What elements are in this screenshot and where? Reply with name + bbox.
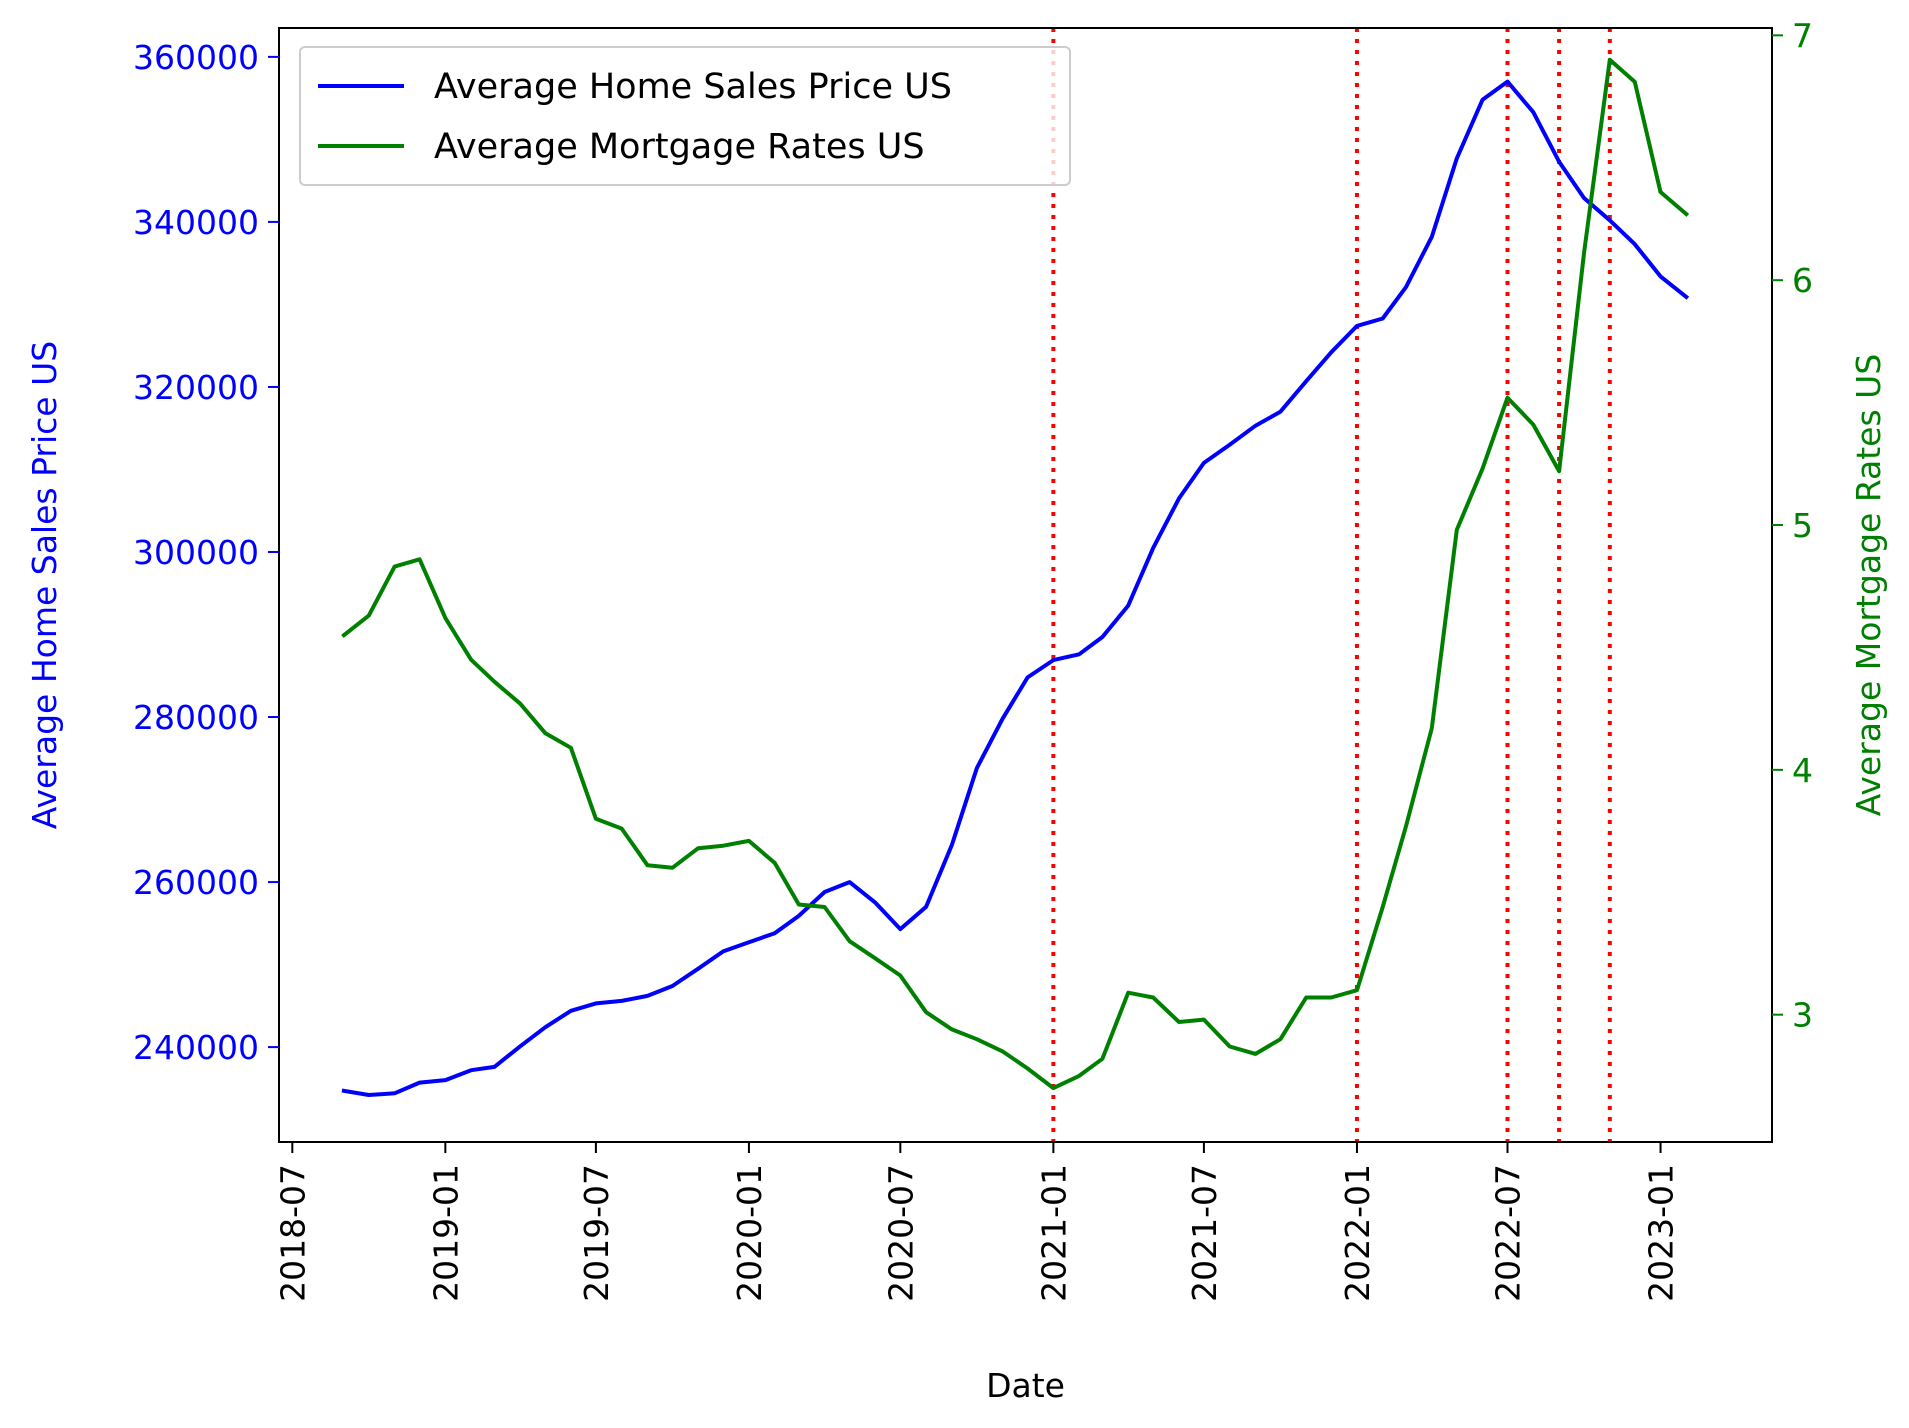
legend-entry-home-price: Average Home Sales Price US	[434, 67, 952, 107]
x-tick-label: 2020-01	[730, 1164, 769, 1302]
x-tick-label: 2023-01	[1642, 1164, 1681, 1302]
x-tick-label: 2022-07	[1489, 1164, 1528, 1302]
legend: Average Home Sales Price US Average Mort…	[299, 46, 1071, 186]
y-right-tick-label: 5	[1792, 506, 1813, 545]
y-left-tick-label: 260000	[133, 863, 259, 902]
x-tick-label: 2021-01	[1034, 1164, 1073, 1302]
x-tick-label: 2022-01	[1338, 1164, 1377, 1302]
y-left-tick-label: 240000	[133, 1028, 259, 1067]
x-tick-label: 2019-07	[577, 1164, 616, 1302]
x-axis-label: Date	[986, 1366, 1065, 1405]
x-axis: 2018-07 2019-01 2019-07 2020-01 2020-07 2021-…	[273, 1142, 1681, 1302]
y-right-tick-label: 3	[1792, 996, 1813, 1035]
series-line-1	[341, 57, 1690, 1091]
legend-box	[299, 46, 1071, 186]
y-right-tick-label: 6	[1792, 261, 1813, 300]
y-axis-right: 3 4 5 6 7	[1772, 16, 1813, 1035]
legend-entry-mortgage-rate: Average Mortgage Rates US	[434, 127, 925, 167]
y-right-tick-label: 7	[1792, 16, 1813, 55]
y-left-tick-label: 280000	[133, 698, 259, 737]
y-axis-left: 240000 260000 280000 300000 320000 340000 3600…	[133, 38, 279, 1067]
x-tick-label: 2020-07	[881, 1164, 920, 1302]
y-left-tick-label: 360000	[133, 38, 259, 77]
y-left-tick-label: 320000	[133, 368, 259, 407]
x-tick-label: 2018-07	[273, 1164, 312, 1302]
x-tick-label: 2021-07	[1185, 1164, 1224, 1302]
y-axis-right-label: Average Mortgage Rates US	[1849, 354, 1888, 817]
y-right-tick-label: 4	[1792, 751, 1813, 790]
series-points-1	[343, 59, 1687, 1089]
plot-frame	[278, 27, 1773, 1143]
y-left-tick-label: 340000	[133, 203, 259, 242]
series-points-0	[343, 81, 1687, 1096]
y-left-tick-label: 300000	[133, 533, 259, 572]
y-axis-left-label: Average Home Sales Price US	[25, 341, 64, 829]
series-line-0	[341, 79, 1690, 1097]
x-tick-label: 2019-01	[426, 1164, 465, 1302]
series-layer	[341, 57, 1690, 1097]
